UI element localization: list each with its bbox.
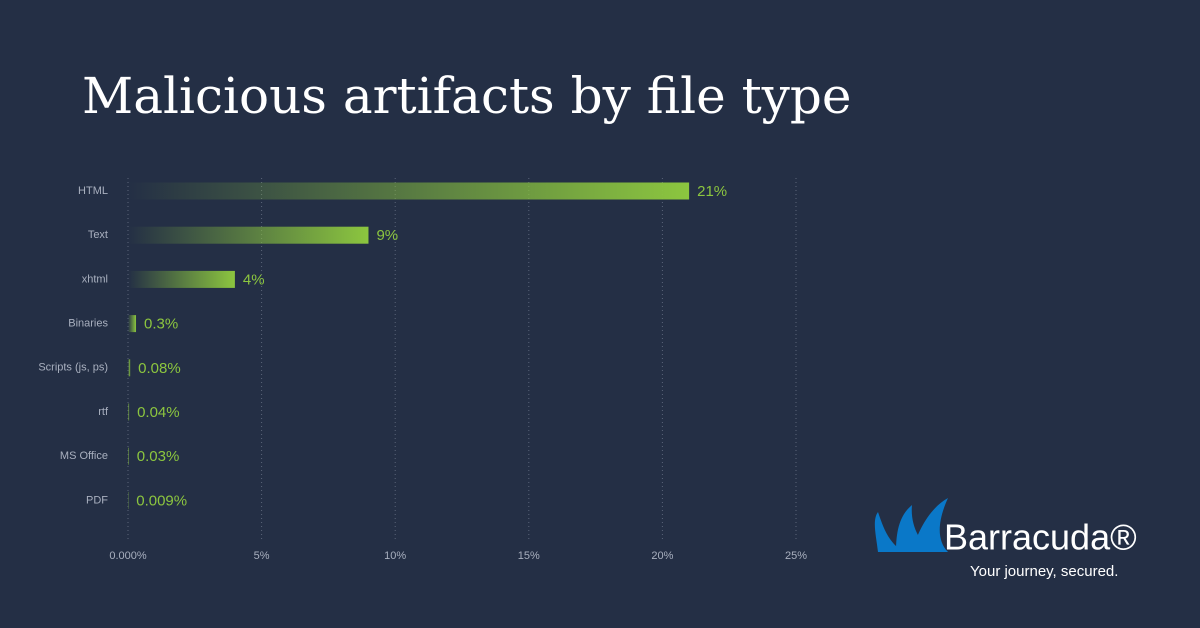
chart-title: Malicious artifacts by file type xyxy=(82,67,852,125)
logo-fin xyxy=(912,498,948,552)
y-tick-label: Scripts (js, ps) xyxy=(38,362,108,374)
y-tick-label: Binaries xyxy=(68,318,108,330)
y-tick-label: MS Office xyxy=(60,450,108,462)
x-tick-label: 5% xyxy=(254,550,270,562)
value-label: 0.04% xyxy=(137,404,180,421)
logo-name: Barracuda® xyxy=(944,517,1137,558)
logo: Barracuda® Your journey, secured. xyxy=(874,498,1137,580)
y-tick-label: PDF xyxy=(86,494,108,506)
value-label: 9% xyxy=(376,227,398,244)
y-tick-label: rtf xyxy=(98,406,109,418)
value-label: 0.03% xyxy=(137,448,180,465)
bar xyxy=(128,226,369,244)
bar xyxy=(128,270,235,288)
bar xyxy=(128,447,129,465)
value-label: 0.08% xyxy=(138,360,181,377)
x-tick-label: 0.000% xyxy=(109,550,147,562)
value-label: 0.009% xyxy=(136,492,187,509)
x-tick-label: 20% xyxy=(651,550,673,562)
logo-fin xyxy=(874,512,905,552)
bar xyxy=(128,403,130,421)
y-tick-label: Text xyxy=(88,229,108,241)
bar xyxy=(128,315,137,333)
x-tick-label: 25% xyxy=(785,550,807,562)
y-tick-label: xhtml xyxy=(82,273,108,285)
bar xyxy=(128,182,690,200)
value-label: 21% xyxy=(697,183,727,200)
logo-fin xyxy=(896,505,935,552)
x-tick-label: 15% xyxy=(518,550,540,562)
y-tick-label: HTML xyxy=(78,185,108,197)
value-label: 0.3% xyxy=(144,316,178,333)
bar xyxy=(128,359,131,377)
logo-tagline: Your journey, secured. xyxy=(970,563,1118,580)
bar xyxy=(128,491,129,509)
value-label: 4% xyxy=(243,271,265,288)
x-tick-label: 10% xyxy=(384,550,406,562)
